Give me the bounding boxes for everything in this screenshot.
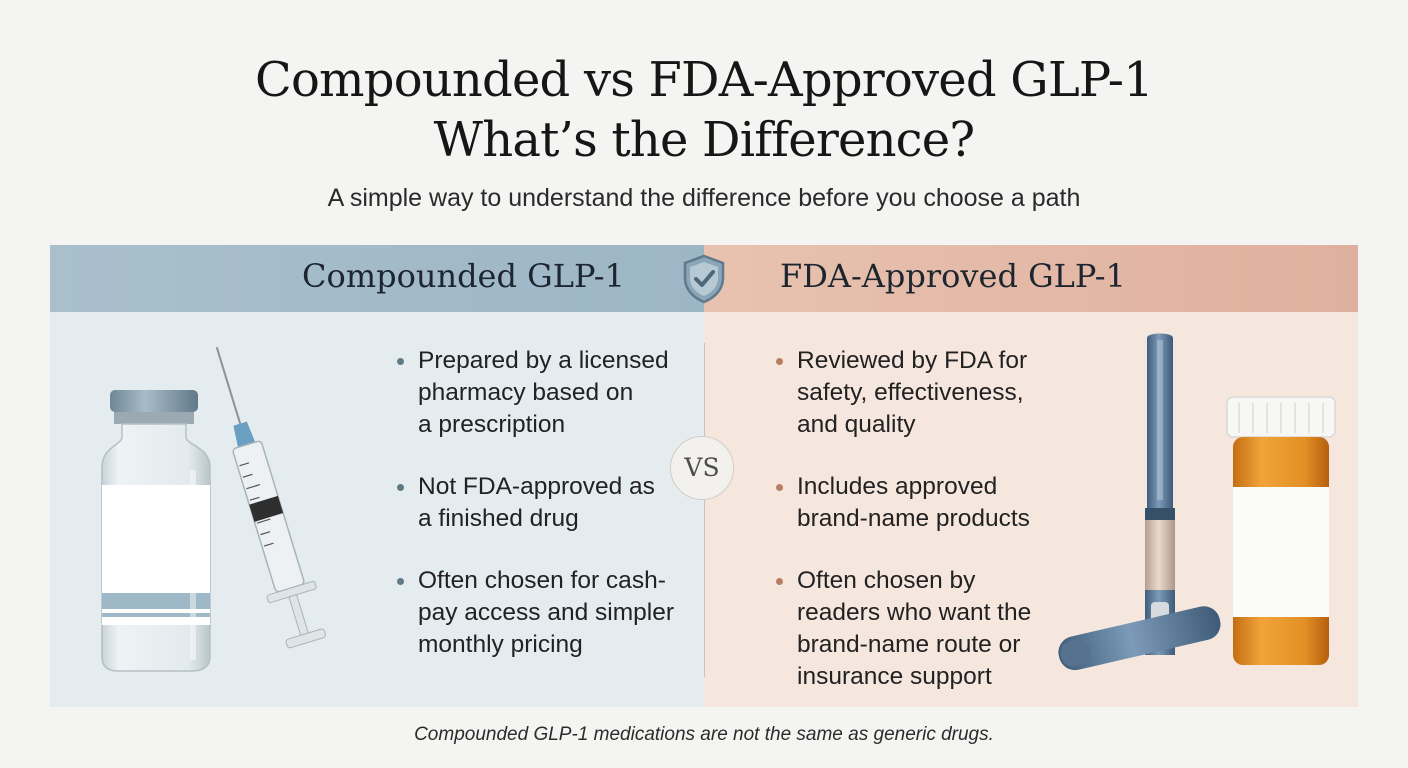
subtitle: A simple way to understand the differenc…	[327, 184, 1081, 212]
list-item: Not FDA-approved as a finished drug	[397, 471, 697, 535]
fda-approved-bullet-list: Reviewed by FDA for safety, effectivenes…	[776, 345, 1096, 707]
syringe-icon	[215, 346, 326, 649]
fda-approved-heading: FDA-Approved GLP-1	[780, 257, 1126, 295]
list-item: Often chosen by readers who want the bra…	[776, 565, 1096, 693]
list-item: Prepared by a licensed pharmacy based on…	[397, 345, 697, 441]
title-line-1: Compounded vs FDA-Approved GLP-1	[255, 52, 1154, 108]
injection-pen-icon	[1058, 333, 1221, 671]
center-divider	[704, 343, 705, 677]
compounded-heading: Compounded GLP-1	[302, 257, 625, 295]
vs-badge: VS	[670, 436, 734, 500]
fda-approved-header	[704, 245, 1358, 312]
bullet-dot	[397, 358, 404, 365]
list-item: Reviewed by FDA for safety, effectivenes…	[776, 345, 1096, 441]
vial-icon	[101, 390, 211, 672]
footnote: Compounded GLP-1 medications are not the…	[414, 724, 994, 745]
list-item: Includes approved brand-name products	[776, 471, 1096, 535]
compounded-bullet-list: Prepared by a licensed pharmacy based on…	[397, 345, 697, 691]
bullet-dot	[397, 578, 404, 585]
bullet-dot	[776, 358, 783, 365]
title-line-2: What’s the Difference?	[433, 112, 975, 168]
shield-check-icon	[683, 254, 725, 304]
list-item: Often chosen for cash- pay access and si…	[397, 565, 697, 661]
pill-bottle-icon	[1226, 396, 1336, 665]
page-title: Compounded vs FDA-Approved GLP-1 What’s …	[0, 50, 1408, 170]
bullet-dot	[397, 484, 404, 491]
bullet-dot	[776, 484, 783, 491]
comparison-panel: Compounded GLP-1 FDA-Approved GLP-1 VS	[50, 245, 1358, 707]
bullet-dot	[776, 578, 783, 585]
compounded-header	[50, 245, 704, 312]
